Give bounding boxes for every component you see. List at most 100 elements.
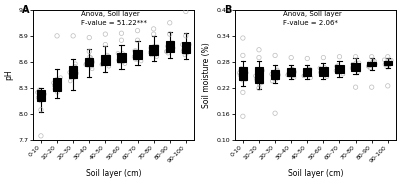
Point: [384, 84, 391, 87]
Point: [269, 80, 275, 82]
Point: [71, 76, 77, 79]
Point: [54, 91, 60, 94]
Point: [353, 66, 360, 69]
Point: [285, 73, 292, 76]
Point: [38, 134, 44, 137]
Point: [337, 67, 343, 70]
PathPatch shape: [37, 90, 45, 101]
PathPatch shape: [101, 55, 110, 65]
Point: [137, 55, 144, 58]
Point: [290, 74, 297, 77]
Point: [184, 52, 190, 55]
Point: [350, 68, 356, 71]
Point: [183, 34, 189, 37]
Point: [186, 43, 192, 46]
Point: [166, 48, 172, 51]
Point: [104, 54, 110, 56]
Point: [106, 65, 112, 68]
Point: [274, 68, 280, 71]
Point: [259, 81, 265, 84]
Point: [184, 48, 191, 50]
Point: [132, 58, 138, 61]
Point: [388, 59, 394, 62]
Point: [384, 60, 391, 63]
Point: [118, 58, 125, 61]
Point: [240, 91, 246, 94]
Point: [181, 49, 188, 52]
Point: [86, 55, 93, 58]
Point: [349, 67, 355, 70]
Point: [50, 81, 57, 84]
Point: [275, 73, 281, 76]
Point: [103, 56, 110, 59]
Point: [135, 53, 141, 56]
Point: [386, 61, 392, 64]
Point: [134, 58, 140, 61]
Point: [117, 60, 124, 63]
Point: [70, 34, 76, 37]
Point: [150, 33, 157, 35]
Point: [388, 62, 394, 65]
Point: [182, 47, 189, 50]
Point: [134, 39, 141, 42]
Point: [256, 56, 262, 59]
Point: [317, 67, 323, 70]
Point: [368, 55, 375, 58]
Point: [320, 70, 327, 73]
Text: Anova, Soil layer
F-value = 2.06*: Anova, Soil layer F-value = 2.06*: [283, 11, 342, 26]
Point: [286, 74, 293, 77]
Point: [333, 65, 340, 68]
PathPatch shape: [303, 68, 312, 76]
Point: [150, 27, 157, 30]
Point: [100, 58, 106, 61]
PathPatch shape: [182, 42, 190, 53]
Point: [242, 74, 248, 77]
Point: [322, 72, 329, 75]
Point: [321, 66, 328, 69]
Point: [318, 73, 324, 76]
Point: [382, 62, 389, 65]
Point: [272, 70, 279, 73]
Point: [52, 80, 59, 82]
Point: [56, 87, 62, 90]
Point: [352, 86, 359, 89]
Point: [118, 56, 124, 59]
PathPatch shape: [335, 65, 344, 73]
Point: [320, 56, 326, 59]
Point: [319, 73, 326, 76]
Point: [180, 50, 186, 53]
Point: [384, 66, 390, 69]
Point: [131, 55, 137, 58]
Point: [102, 61, 109, 64]
Point: [170, 47, 176, 50]
Point: [151, 45, 157, 48]
Point: [289, 68, 295, 71]
Point: [84, 61, 90, 64]
Point: [120, 58, 127, 61]
Point: [338, 68, 345, 71]
Point: [152, 50, 158, 53]
Point: [153, 55, 160, 58]
Point: [271, 76, 277, 79]
Point: [88, 56, 94, 59]
Point: [57, 76, 64, 79]
Point: [41, 93, 48, 96]
Point: [322, 74, 328, 76]
Point: [259, 69, 266, 72]
Point: [243, 71, 250, 74]
Point: [384, 55, 391, 58]
Point: [365, 65, 371, 68]
Point: [74, 72, 80, 75]
Point: [54, 34, 60, 37]
Point: [168, 41, 174, 44]
Point: [304, 74, 311, 76]
Point: [72, 65, 78, 68]
Point: [288, 56, 294, 59]
Point: [82, 63, 89, 66]
Point: [73, 69, 79, 72]
Point: [276, 74, 282, 76]
Point: [148, 47, 154, 50]
Point: [186, 49, 192, 52]
Point: [386, 64, 392, 67]
Point: [291, 76, 297, 79]
